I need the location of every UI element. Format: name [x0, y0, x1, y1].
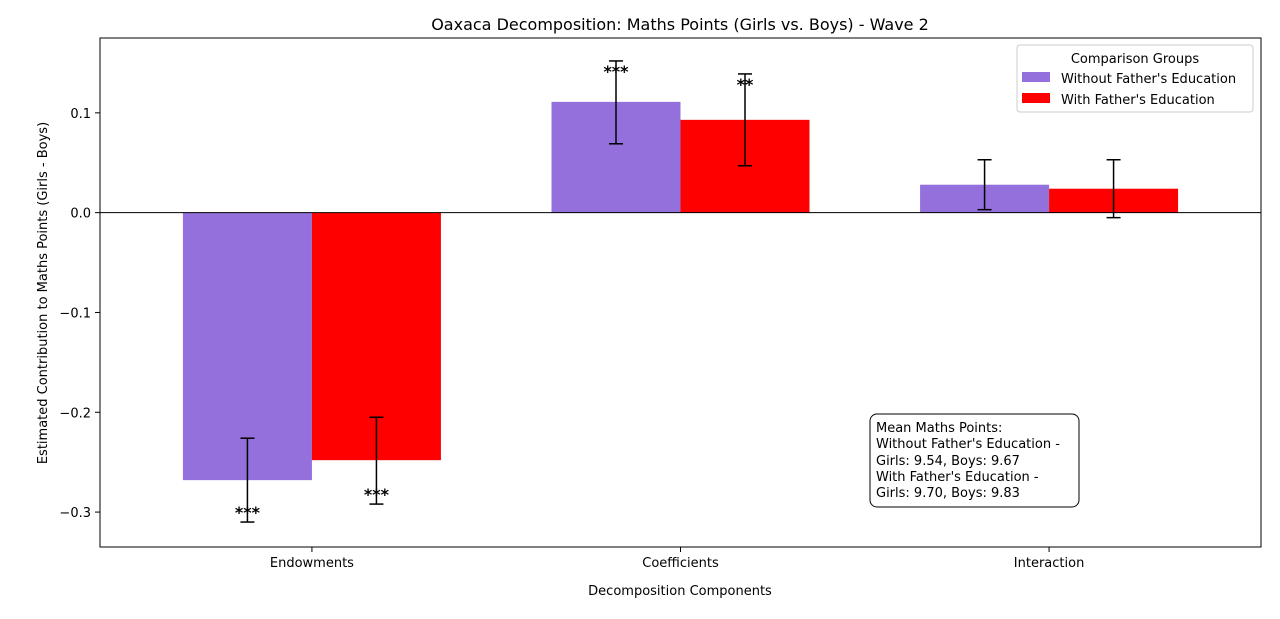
chart-title: Oaxaca Decomposition: Maths Points (Girl… [431, 15, 929, 34]
annotation-line: Without Father's Education - [876, 437, 1060, 452]
legend: Comparison Groups Without Father's Educa… [1016, 44, 1254, 113]
y-tick-label: −0.1 [59, 306, 91, 321]
significance-label: *** [603, 62, 629, 81]
annotation-frame [869, 413, 1080, 508]
x-axis: Endowments Coefficients Interaction [270, 547, 1084, 571]
legend-swatch-with [1022, 93, 1050, 103]
y-tick-label: −0.2 [59, 406, 91, 421]
y-tick-label: 0.1 [70, 107, 91, 122]
legend-swatch-without [1022, 72, 1050, 82]
mean-points-annotation: Mean Maths Points: Without Father's Educ… [869, 413, 1080, 508]
legend-label-with: With Father's Education [1061, 93, 1215, 108]
annotation-line: Mean Maths Points: [876, 421, 1002, 436]
annotation-line: With Father's Education - [876, 470, 1039, 485]
legend-title: Comparison Groups [1071, 52, 1200, 67]
y-tick-label: −0.3 [59, 506, 91, 521]
x-tick-label: Interaction [1014, 556, 1085, 571]
significance-label: *** [364, 485, 390, 504]
x-tick-label: Endowments [270, 556, 354, 571]
significance-label: ** [737, 75, 754, 94]
x-tick-label: Coefficients [642, 556, 719, 571]
legend-frame [1016, 44, 1254, 113]
y-axis: −0.3 −0.2 −0.1 0.0 0.1 [59, 107, 100, 521]
legend-label-without: Without Father's Education [1061, 72, 1236, 87]
significance-label: *** [235, 503, 261, 522]
annotation-line: Girls: 9.54, Boys: 9.67 [876, 454, 1020, 469]
annotation-line: Girls: 9.70, Boys: 9.83 [876, 486, 1020, 501]
y-axis-label: Estimated Contribution to Maths Points (… [36, 122, 51, 464]
x-axis-label: Decomposition Components [588, 584, 772, 599]
bar [182, 212, 312, 481]
plot-area: *********** [100, 60, 1261, 523]
y-tick-label: 0.0 [70, 207, 91, 222]
